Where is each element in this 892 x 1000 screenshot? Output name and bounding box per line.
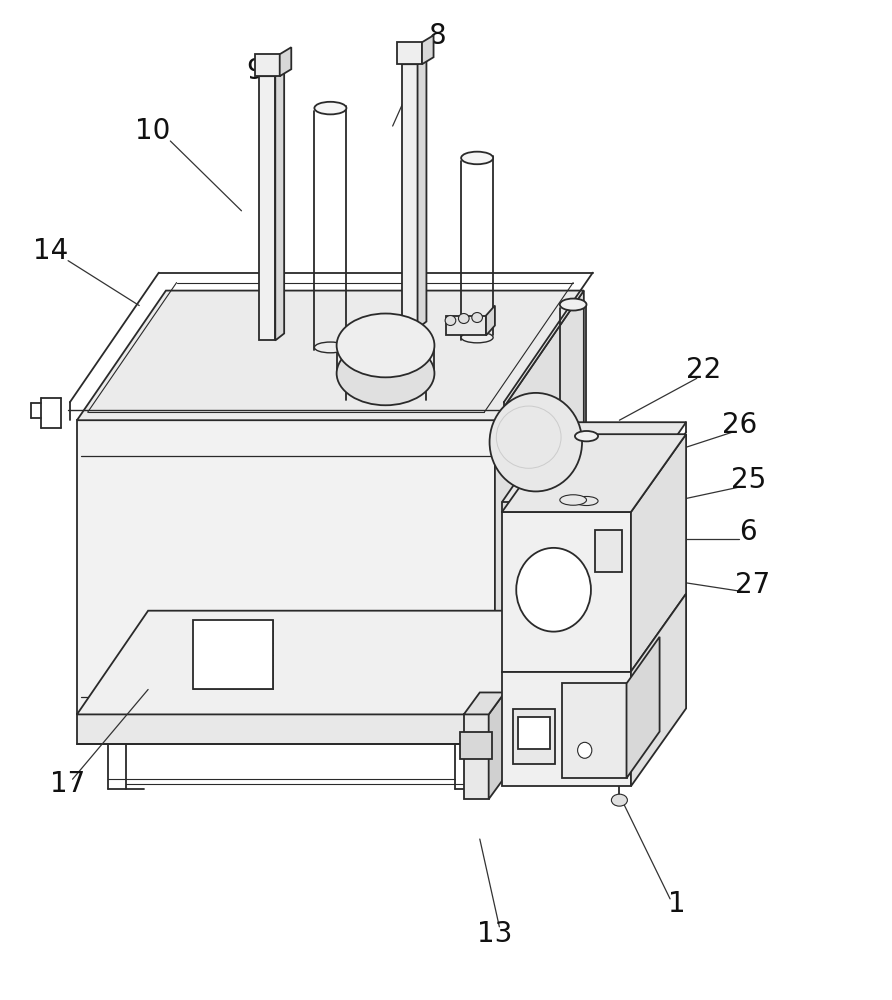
Polygon shape bbox=[417, 57, 426, 328]
Polygon shape bbox=[486, 306, 495, 335]
Text: 6: 6 bbox=[739, 518, 757, 546]
Ellipse shape bbox=[575, 431, 598, 441]
Polygon shape bbox=[77, 420, 495, 714]
Ellipse shape bbox=[314, 342, 346, 353]
Polygon shape bbox=[489, 692, 505, 799]
Polygon shape bbox=[518, 717, 550, 749]
Polygon shape bbox=[401, 64, 417, 328]
Polygon shape bbox=[502, 434, 686, 512]
Polygon shape bbox=[260, 69, 285, 76]
Ellipse shape bbox=[516, 548, 591, 632]
Ellipse shape bbox=[560, 299, 587, 311]
Ellipse shape bbox=[458, 314, 469, 323]
Polygon shape bbox=[595, 530, 622, 572]
Polygon shape bbox=[401, 57, 426, 64]
Ellipse shape bbox=[560, 495, 587, 505]
Ellipse shape bbox=[611, 794, 627, 806]
Ellipse shape bbox=[336, 314, 434, 377]
Polygon shape bbox=[77, 291, 584, 420]
Text: 25: 25 bbox=[731, 466, 766, 494]
Polygon shape bbox=[495, 291, 584, 714]
Polygon shape bbox=[502, 512, 631, 672]
Polygon shape bbox=[502, 672, 631, 786]
Polygon shape bbox=[397, 42, 422, 64]
Text: 26: 26 bbox=[722, 411, 757, 439]
Polygon shape bbox=[193, 620, 273, 689]
Text: 22: 22 bbox=[686, 356, 722, 384]
Text: 9: 9 bbox=[246, 57, 264, 85]
Polygon shape bbox=[276, 69, 285, 340]
Polygon shape bbox=[260, 76, 276, 340]
Text: 1: 1 bbox=[668, 890, 686, 918]
Ellipse shape bbox=[461, 332, 493, 343]
Text: 17: 17 bbox=[51, 770, 86, 798]
Ellipse shape bbox=[578, 742, 591, 758]
Text: 8: 8 bbox=[428, 22, 446, 50]
Polygon shape bbox=[422, 35, 434, 64]
Text: 14: 14 bbox=[33, 237, 68, 265]
Polygon shape bbox=[446, 316, 486, 335]
Polygon shape bbox=[495, 611, 566, 744]
Polygon shape bbox=[460, 732, 492, 759]
Ellipse shape bbox=[472, 313, 483, 322]
Text: 27: 27 bbox=[735, 571, 771, 599]
Polygon shape bbox=[77, 611, 566, 714]
Polygon shape bbox=[631, 594, 686, 786]
Polygon shape bbox=[513, 709, 556, 764]
Polygon shape bbox=[464, 692, 505, 714]
Polygon shape bbox=[280, 47, 292, 76]
Text: 10: 10 bbox=[135, 117, 170, 145]
Ellipse shape bbox=[445, 316, 456, 325]
Polygon shape bbox=[502, 422, 686, 502]
Ellipse shape bbox=[490, 393, 582, 491]
Polygon shape bbox=[626, 637, 659, 778]
Ellipse shape bbox=[575, 496, 598, 506]
Polygon shape bbox=[255, 54, 280, 76]
Polygon shape bbox=[563, 683, 626, 778]
Polygon shape bbox=[77, 714, 495, 744]
Polygon shape bbox=[631, 434, 686, 672]
Ellipse shape bbox=[336, 341, 434, 405]
Text: 13: 13 bbox=[477, 920, 513, 948]
Polygon shape bbox=[464, 714, 489, 799]
Ellipse shape bbox=[314, 102, 346, 114]
Ellipse shape bbox=[461, 152, 493, 164]
